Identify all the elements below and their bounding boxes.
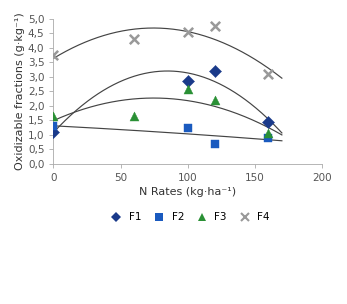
Point (51, 124, 56, 129)
Point (131, 37, 137, 42)
Point (51, 53, 56, 58)
Point (212, 69, 218, 74)
Point (266, 135, 271, 140)
Point (51, 114, 56, 119)
Point (131, 114, 137, 119)
Y-axis label: Oxidizable fractions (g·kg⁻¹): Oxidizable fractions (g·kg⁻¹) (15, 12, 25, 170)
Point (212, 98, 218, 102)
Legend: F1, F2, F3, F4: F1, F2, F3, F4 (106, 212, 270, 223)
Point (266, 72, 271, 77)
Point (212, 141, 218, 146)
X-axis label: N Rates (kg·ha⁻¹): N Rates (kg·ha⁻¹) (139, 187, 236, 197)
Point (185, 79, 191, 84)
Point (212, 24, 218, 29)
Point (266, 131, 271, 136)
Point (185, 125, 191, 130)
Point (266, 119, 271, 124)
Point (51, 130, 56, 134)
Point (185, 29, 191, 34)
Point (185, 86, 191, 91)
